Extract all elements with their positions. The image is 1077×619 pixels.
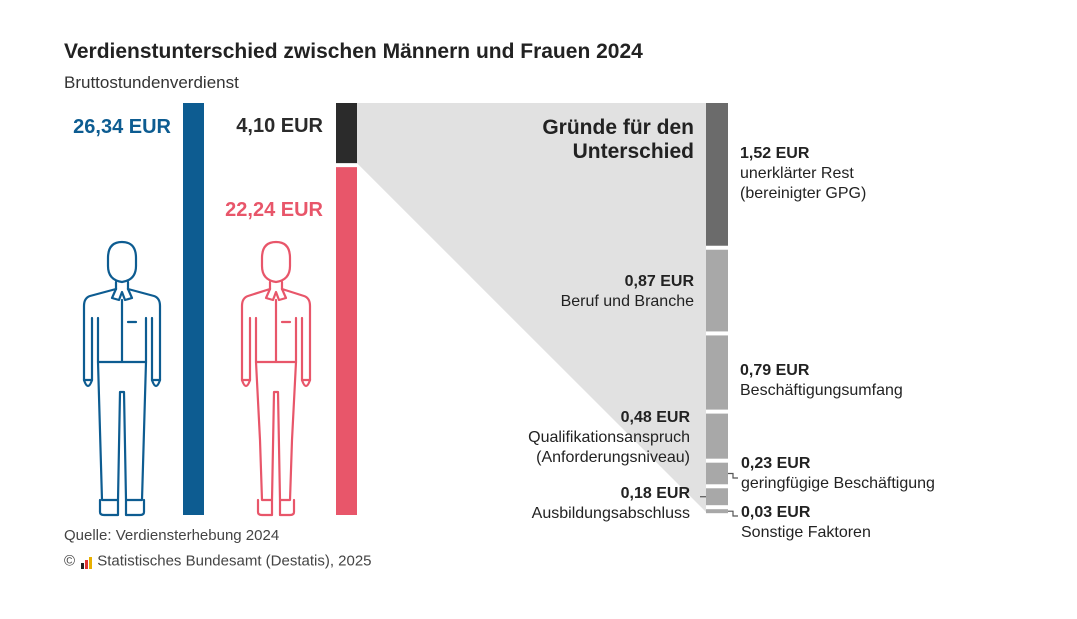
breakdown-segment-4 xyxy=(706,413,728,459)
breakdown-label-5-1: geringfügige Beschäftigung xyxy=(741,475,935,492)
breakdown-label-4-2: (Anforderungsniveau) xyxy=(536,449,690,466)
copyright-symbol: © xyxy=(64,552,76,570)
breakdown-segment-7 xyxy=(706,509,728,514)
breakdown-title-line-2: Unterschied xyxy=(573,140,694,163)
breakdown-label-4-1: Qualifikationsanspruch xyxy=(528,429,690,446)
breakdown-label-6-1: Ausbildungsabschluss xyxy=(532,505,690,522)
breakdown-amount-1: 1,52 EUR xyxy=(740,145,810,162)
breakdown-segment-5 xyxy=(706,462,728,485)
breakdown-segment-3 xyxy=(706,335,728,410)
women-bar xyxy=(336,167,357,515)
man-figure-arms xyxy=(82,287,162,382)
breakdown-amount-4: 0,48 EUR xyxy=(621,409,691,426)
copyright-line: © Statistisches Bundesamt (Destatis), 20… xyxy=(64,552,372,571)
breakdown-label-2-1: Beruf und Branche xyxy=(561,293,695,310)
chart-subtitle: Bruttostundenverdienst xyxy=(64,73,239,92)
breakdown-amount-7: 0,03 EUR xyxy=(741,504,811,521)
breakdown-label-1-1: unerklärter Rest xyxy=(740,165,854,182)
gap-bar xyxy=(336,103,357,164)
man-figure-feet xyxy=(98,498,146,517)
breakdown-title-line-1: Gründe für den xyxy=(542,116,694,139)
woman-figure-hands xyxy=(240,378,312,388)
women-value-label: 22,24 EUR xyxy=(225,199,323,221)
breakdown-amount-3: 0,79 EUR xyxy=(740,362,810,379)
breakdown-segment-6 xyxy=(706,488,728,506)
woman-figure-torso xyxy=(254,298,298,364)
woman-figure-feet xyxy=(256,498,296,517)
man-figure-hands xyxy=(82,378,162,388)
woman-figure-arms xyxy=(240,287,312,382)
man-figure-collar xyxy=(110,287,134,302)
leader-line-5 xyxy=(728,472,738,479)
woman-figure-neck xyxy=(268,280,284,291)
breakdown-segment-2 xyxy=(706,249,728,332)
men-bar xyxy=(183,103,204,515)
source-note: Quelle: Verdiensterhebung 2024 xyxy=(64,527,280,544)
woman-figure-collar xyxy=(264,287,288,302)
man-figure-torso xyxy=(96,298,148,364)
copyright-text: Statistisches Bundesamt (Destatis), 2025 xyxy=(97,552,372,570)
man-figure-legs xyxy=(96,360,148,502)
breakdown-segment-1 xyxy=(706,103,728,246)
woman-figure xyxy=(240,240,312,517)
destatis-logo-icon xyxy=(81,552,93,569)
breakdown-label-1-2: (bereinigter GPG) xyxy=(740,185,866,202)
funnel-connector xyxy=(357,103,706,512)
leader-line-7 xyxy=(728,510,738,517)
man-figure xyxy=(82,240,162,517)
breakdown-label-7-1: Sonstige Faktoren xyxy=(741,524,871,541)
breakdown-amount-6: 0,18 EUR xyxy=(621,485,691,502)
man-figure-neck xyxy=(114,280,130,291)
men-value-label: 26,34 EUR xyxy=(73,116,171,138)
gap-value-label: 4,10 EUR xyxy=(236,115,323,137)
breakdown-amount-5: 0,23 EUR xyxy=(741,455,811,472)
breakdown-amount-2: 0,87 EUR xyxy=(625,273,695,290)
woman-figure-legs xyxy=(254,360,298,502)
breakdown-label-3-1: Beschäftigungsumfang xyxy=(740,382,903,399)
man-figure-head xyxy=(106,240,138,284)
woman-figure-head xyxy=(260,240,292,284)
chart-title: Verdienstunterschied zwischen Männern un… xyxy=(64,40,643,63)
